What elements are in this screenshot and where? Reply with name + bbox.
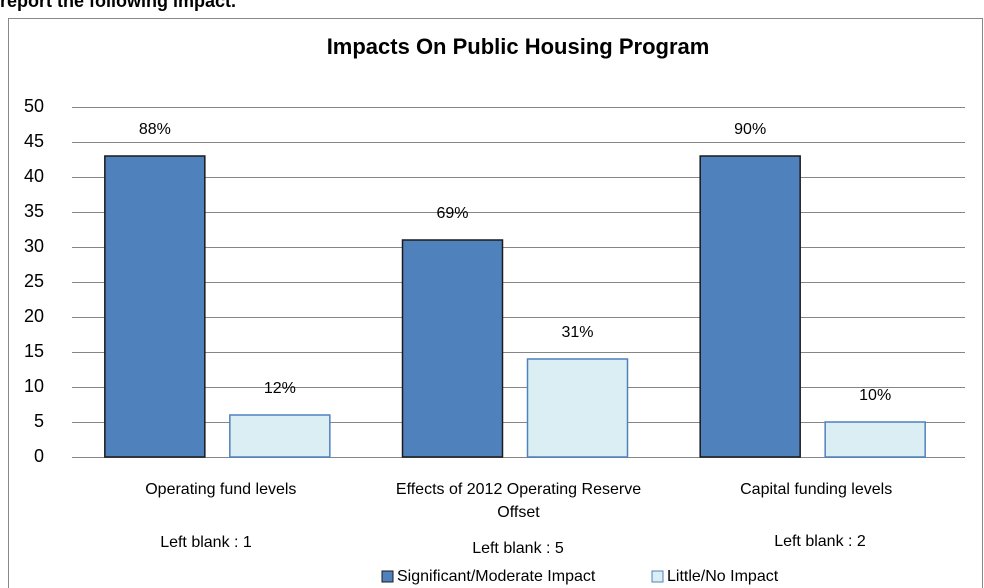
x-tick-label: Effects of 2012 Operating Reserve Offset: [395, 481, 642, 521]
y-tick-label: 40: [24, 166, 44, 186]
annotation: Left blank : 1: [160, 534, 252, 551]
bar: [824, 421, 926, 458]
legend-swatch: [651, 570, 664, 583]
y-tick-label: 25: [24, 271, 44, 291]
legend-label: Significant/Moderate Impact: [397, 568, 596, 585]
y-tick-label: 20: [24, 306, 44, 326]
y-tick-label: 15: [24, 341, 44, 361]
bar: [526, 358, 629, 458]
data-label: 69%: [436, 205, 468, 222]
x-tick-label: Capital funding levels: [740, 481, 893, 498]
annotation: Left blank : 2: [774, 533, 866, 550]
y-tick-label: 50: [24, 96, 44, 116]
bar: [229, 414, 331, 458]
y-tick-label: 0: [34, 446, 44, 466]
y-tick-label: 30: [24, 236, 44, 256]
bar: [699, 155, 801, 458]
data-label: 88%: [139, 121, 171, 138]
data-label: 31%: [561, 324, 593, 341]
data-label: 10%: [859, 387, 891, 404]
chart-title: Impacts On Public Housing Program: [327, 34, 710, 59]
y-tick-label: 10: [24, 376, 44, 396]
y-tick-label: 5: [34, 411, 44, 431]
x-tick-label: Operating fund levels: [145, 481, 297, 498]
y-tick-label: 35: [24, 201, 44, 221]
legend-label: Little/No Impact: [667, 568, 779, 585]
data-label: 12%: [264, 380, 296, 397]
bar: [104, 155, 206, 458]
legend-swatch: [381, 570, 394, 583]
data-label: 90%: [734, 121, 766, 138]
bar: [401, 239, 504, 458]
page-heading: report the following impact.: [0, 0, 236, 11]
y-tick-label: 45: [24, 131, 44, 151]
annotation: Left blank : 5: [472, 540, 564, 557]
